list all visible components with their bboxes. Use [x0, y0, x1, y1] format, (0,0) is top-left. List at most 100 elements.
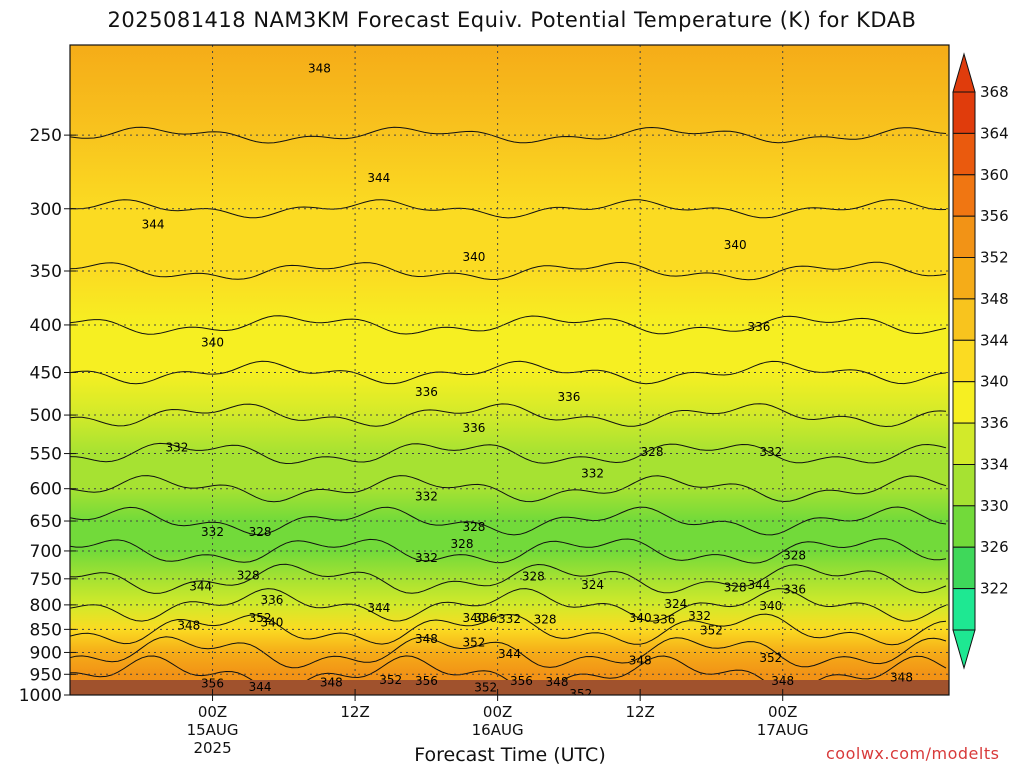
contour-label: 340 [462, 250, 485, 264]
contour-label: 332 [165, 441, 188, 455]
contour-label: 336 [557, 390, 580, 404]
contour-label: 336 [783, 582, 806, 596]
grid-lines [70, 45, 949, 695]
y-tick-label: 400 [30, 316, 62, 336]
contour-label: 324 [581, 578, 604, 592]
contour-line [70, 360, 947, 385]
contour-label: 340 [629, 611, 652, 625]
y-tick-label: 950 [30, 665, 62, 685]
y-tick-label: 550 [30, 445, 62, 465]
contour-label: 344 [367, 171, 390, 185]
y-tick-label: 700 [30, 542, 62, 562]
contour-label: 352 [569, 687, 592, 701]
x-tick-label: 00Z [768, 703, 797, 721]
colorbar-max-arrow [952, 52, 976, 93]
contour-line [70, 588, 947, 622]
colorbar-band [952, 174, 976, 217]
contour-line [70, 126, 947, 144]
y-tick-label: 750 [30, 570, 62, 590]
contour-line [70, 315, 947, 335]
contour-label: 332 [201, 525, 224, 539]
contour-label: 336 [462, 421, 485, 435]
contour-line [70, 506, 947, 536]
contour-label: 340 [759, 599, 782, 613]
colorbar-label: 336 [980, 414, 1009, 432]
colorbar-label: 334 [980, 456, 1009, 474]
contour-line [70, 199, 947, 219]
colorbar-label: 356 [980, 207, 1009, 225]
contour-line [70, 538, 947, 564]
colorbar-band [952, 588, 976, 631]
colorbar-band [952, 298, 976, 341]
contour-label: 344 [249, 680, 272, 694]
contour-label: 336 [747, 320, 770, 334]
contour-label: 332 [415, 490, 438, 504]
ground-layer [70, 680, 949, 695]
y-tick-label: 600 [30, 480, 62, 500]
contour-label: 328 [783, 549, 806, 563]
contour-label: 344 [189, 579, 212, 593]
colorbar-label: 322 [980, 580, 1009, 598]
colorbar-band [952, 381, 976, 424]
contour-line [70, 442, 947, 465]
y-tick-label: 900 [30, 643, 62, 663]
colorbar-label: 340 [980, 373, 1009, 391]
x-tick-label: 17AUG [757, 721, 809, 739]
contour-label: 332 [498, 612, 521, 626]
colorbar-label: 348 [980, 290, 1009, 308]
colorbar-band [952, 546, 976, 590]
x-tick-label: 00Z [483, 703, 512, 721]
contour-label: 328 [534, 613, 557, 627]
contour-label: 348 [771, 674, 794, 688]
contour-label: 336 [415, 385, 438, 399]
plot-frame [69, 44, 950, 696]
contour-label: 356 [415, 674, 438, 688]
contour-label: 352 [759, 651, 782, 665]
contour-label: 340 [260, 616, 283, 630]
contour-label: 348 [890, 671, 913, 685]
y-tick-label: 450 [30, 364, 62, 384]
contour-label: 332 [759, 445, 782, 459]
y-axis: 250 300 350 400 450 500 550 600 650 700 750 800 850 9… [19, 126, 76, 706]
theta-e-field [70, 45, 949, 695]
y-tick-label: 850 [30, 620, 62, 640]
contour-line [70, 403, 947, 428]
colorbar-band [952, 132, 976, 176]
contour-label: 324 [664, 597, 687, 611]
contour-label: 356 [201, 677, 224, 691]
contour-label: 348 [629, 653, 652, 667]
contour-label: 344 [142, 218, 165, 232]
contour-label: 348 [546, 675, 569, 689]
contour-label: 352 [249, 611, 272, 625]
x-axis-label: Forecast Time (UTC) [414, 744, 606, 766]
contour-label: 328 [237, 569, 260, 583]
contour-label: 348 [320, 676, 343, 690]
x-tick-label: 16AUG [472, 721, 524, 739]
x-tick-label: 12Z [625, 703, 654, 721]
chart-title: 2025081418 NAM3KM Forecast Equiv. Potent… [107, 8, 917, 32]
contour-label: 328 [724, 580, 747, 594]
colorbar-min-arrow [952, 629, 976, 670]
colorbar-label: 330 [980, 497, 1009, 515]
contour-line [70, 261, 947, 281]
contour-label: 336 [474, 611, 497, 625]
x-tick-label: 2025 [193, 739, 231, 757]
contour-label: 328 [249, 525, 272, 539]
colorbar-label: 364 [980, 124, 1009, 142]
colorbar-band [952, 422, 976, 466]
contour-label: 328 [641, 445, 664, 459]
contour-label: 348 [177, 619, 200, 633]
y-tick-label: 500 [30, 406, 62, 426]
colorbar-label: 360 [980, 166, 1009, 184]
contour-label: 340 [462, 611, 485, 625]
contour-label: 348 [415, 632, 438, 646]
contour-label: 332 [415, 551, 438, 565]
colorbar-band [952, 91, 976, 134]
colorbar-label: 326 [980, 538, 1009, 556]
contour-label: 352 [474, 681, 497, 695]
colorbar-band [952, 464, 976, 507]
contour-label: 328 [451, 537, 474, 551]
colorbar: 368 364 360 356 352 348 344 340 336 334 330 326 322 [952, 52, 1009, 670]
colorbar-label: 352 [980, 249, 1009, 267]
